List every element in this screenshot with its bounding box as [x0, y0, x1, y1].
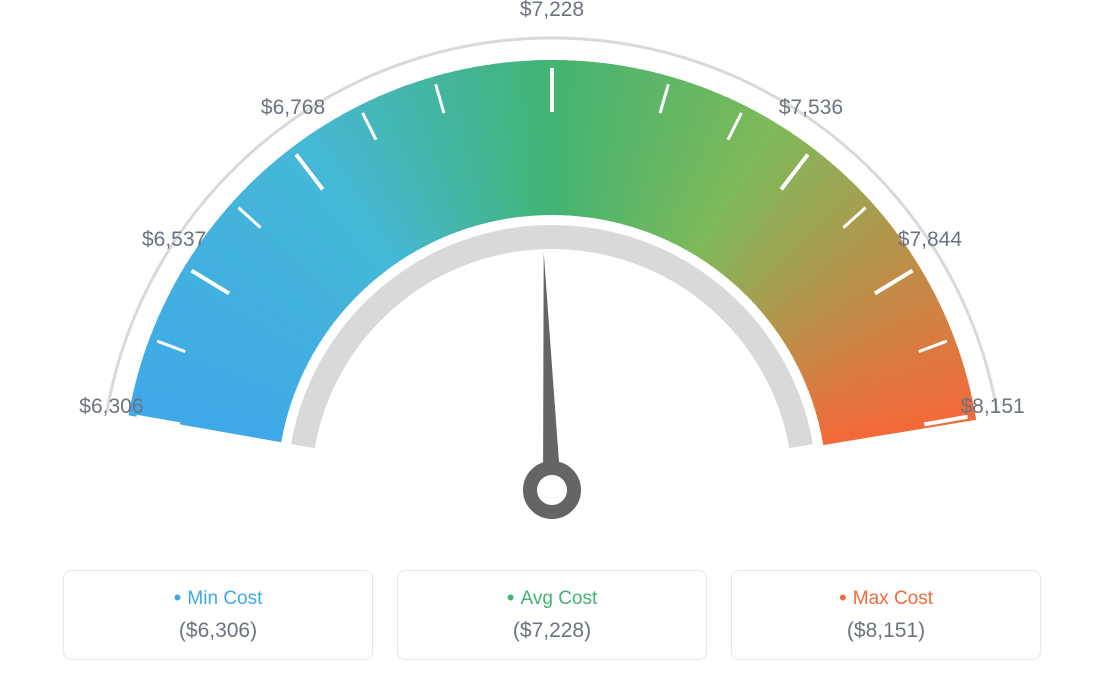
- legend-title-min: Min Cost: [82, 585, 354, 611]
- legend-title-max: Max Cost: [750, 585, 1022, 611]
- legend-value-max: ($8,151): [750, 619, 1022, 643]
- gauge-tick-label: $8,151: [960, 395, 1024, 419]
- legend-card-avg: Avg Cost ($7,228): [397, 570, 707, 660]
- gauge-tick-label: $6,306: [79, 395, 143, 419]
- gauge-tick-label: $6,537: [142, 228, 206, 252]
- chart-container: $6,306 $6,537 $6,768 $7,228 $7,536 $7,844 $8,1…: [0, 0, 1104, 690]
- legend-value-avg: ($7,228): [416, 619, 688, 643]
- gauge-tick-label: $7,228: [520, 0, 584, 22]
- legend-card-max: Max Cost ($8,151): [731, 570, 1041, 660]
- gauge-area: $6,306 $6,537 $6,768 $7,228 $7,536 $7,844 $8,1…: [0, 0, 1104, 560]
- legend-value-min: ($6,306): [82, 619, 354, 643]
- legend-title-avg: Avg Cost: [416, 585, 688, 611]
- legend-row: Min Cost ($6,306) Avg Cost ($7,228) Max …: [0, 570, 1104, 660]
- gauge-svg: [0, 0, 1104, 560]
- gauge-tick-label: $7,536: [779, 96, 843, 120]
- legend-card-min: Min Cost ($6,306): [63, 570, 373, 660]
- gauge-tick-label: $7,844: [898, 228, 962, 252]
- gauge-tick-label: $6,768: [261, 96, 325, 120]
